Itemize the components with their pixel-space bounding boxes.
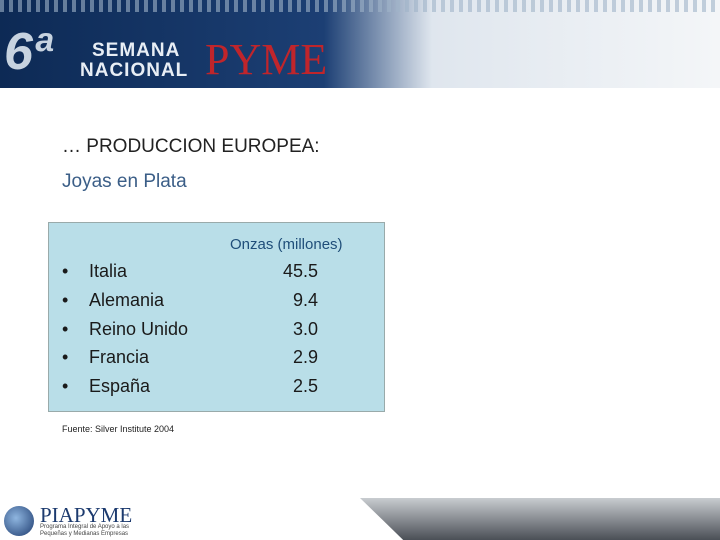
edition: 6ª [4,23,53,81]
value: 3.0 [292,318,318,339]
logo-line: NACIONAL [80,60,189,81]
logo-line: SEMANA [92,40,181,61]
country: Francia [89,347,150,368]
table-row: • Alemania 9.4 [62,290,318,314]
value: 9.4 [292,289,318,310]
bullet: • [62,318,69,339]
country: España [89,376,151,397]
value: 45.5 [282,261,318,281]
table-row: • Italia 45.5 [62,261,318,285]
header-dots [0,0,720,12]
header-banner [0,0,720,88]
country: Alemania [89,289,165,310]
country: Reino Unido [89,318,189,339]
footer-bar [360,498,720,540]
table-row: • Reino Unido 3.0 [62,319,318,343]
country: Italia [89,261,128,281]
table-box [48,222,385,412]
table-row: • Francia 2.9 [62,347,318,371]
footer-tagline: Programa Integral de Apoyo a las Pequeña… [40,524,130,537]
value: 2.5 [292,376,318,397]
column-header: Onzas (millones) [230,236,343,253]
source: Fuente: Silver Institute 2004 [62,424,175,434]
bullet: • [62,347,69,368]
subtitle: Joyas en Plata [62,171,187,192]
brand: PYME [205,35,328,84]
bullet: • [62,376,69,397]
footer-logo: PIAPYME [40,503,133,527]
table-row: • España 2.5 [62,376,318,400]
value: 2.9 [292,347,318,368]
title: … PRODUCCION EUROPEA: [62,136,320,157]
bullet: • [62,289,69,310]
bullet: • [62,261,69,281]
footer-icon [4,506,34,536]
